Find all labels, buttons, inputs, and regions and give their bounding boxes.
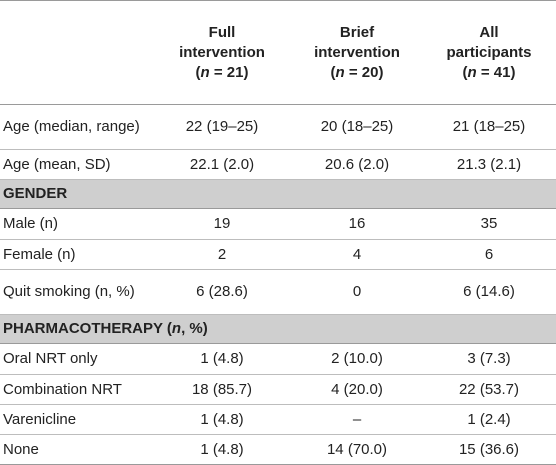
- cell-full: 1 (4.8): [152, 434, 292, 465]
- header-n: (n = 41): [426, 63, 552, 83]
- header-line2: intervention: [179, 43, 265, 61]
- cell-brief: 20.6 (2.0): [292, 149, 422, 180]
- cell-full: 22 (19–25): [152, 104, 292, 150]
- table-row-none: None 1 (4.8) 14 (70.0) 15 (36.6): [0, 434, 556, 465]
- header-all-participants: All participants (n = 41): [422, 0, 556, 105]
- row-label: None: [0, 434, 152, 465]
- header-n-prefix: (: [195, 63, 201, 81]
- row-label: Oral NRT only: [0, 343, 152, 375]
- section-row-pharmacotherapy: PHARMACOTHERAPY (n, %): [0, 314, 556, 344]
- cell-all: 1 (2.4): [422, 404, 556, 435]
- row-label: Female (n): [0, 239, 152, 270]
- table-row-varenicline: Varenicline 1 (4.8) – 1 (2.4): [0, 404, 556, 435]
- cell-full: 18 (85.7): [152, 374, 292, 405]
- table-row-oral-nrt: Oral NRT only 1 (4.8) 2 (10.0) 3 (7.3): [0, 343, 556, 375]
- header-n-var: n: [467, 63, 477, 81]
- header-n-suffix: = 21): [209, 63, 249, 81]
- table-row-age-mean: Age (mean, SD) 22.1 (2.0) 20.6 (2.0) 21.…: [0, 149, 556, 180]
- header-row: Full intervention (n = 21) Brief interve…: [0, 0, 556, 105]
- cell-all: 35: [422, 208, 556, 240]
- header-n: (n = 20): [296, 63, 418, 83]
- cell-full: 1 (4.8): [152, 404, 292, 435]
- table-row-combination-nrt: Combination NRT 18 (85.7) 4 (20.0) 22 (5…: [0, 374, 556, 405]
- row-label: Varenicline: [0, 404, 152, 435]
- section-title-prefix: PHARMACOTHERAPY (: [3, 320, 172, 337]
- cell-brief: 4 (20.0): [292, 374, 422, 405]
- row-label: Male (n): [0, 208, 152, 240]
- cell-full: 22.1 (2.0): [152, 149, 292, 180]
- section-row-gender: GENDER: [0, 179, 556, 209]
- cell-all: 6 (14.6): [422, 269, 556, 315]
- cell-brief: 14 (70.0): [292, 434, 422, 465]
- cell-all: 6: [422, 239, 556, 270]
- cell-brief: 16: [292, 208, 422, 240]
- header-brief-intervention: Brief intervention (n = 20): [292, 0, 422, 105]
- header-blank-cell: [0, 0, 152, 105]
- header-line1: Full: [208, 23, 236, 41]
- row-label: Combination NRT: [0, 374, 152, 405]
- header-full-intervention: Full intervention (n = 21): [152, 0, 292, 105]
- section-title-pharmacotherapy: PHARMACOTHERAPY (n, %): [0, 314, 556, 344]
- row-label: Age (median, range): [0, 104, 152, 150]
- cell-all: 21 (18–25): [422, 104, 556, 150]
- header-n-var: n: [200, 63, 210, 81]
- cell-full: 2: [152, 239, 292, 270]
- header-n-prefix: (: [330, 63, 336, 81]
- table-row-quit-smoking: Quit smoking (n, %) 6 (28.6) 0 6 (14.6): [0, 269, 556, 315]
- cell-full: 19: [152, 208, 292, 240]
- header-n-suffix: = 41): [476, 63, 516, 81]
- cell-all: 21.3 (2.1): [422, 149, 556, 180]
- section-title-gender: GENDER: [0, 179, 556, 209]
- cell-full: 1 (4.8): [152, 343, 292, 375]
- cell-brief: 4: [292, 239, 422, 270]
- table-row-age-median: Age (median, range) 22 (19–25) 20 (18–25…: [0, 104, 556, 150]
- row-label: Quit smoking (n, %): [0, 269, 152, 315]
- row-label: Age (mean, SD): [0, 149, 152, 180]
- header-line1: All: [479, 23, 499, 41]
- table-row-female: Female (n) 2 4 6: [0, 239, 556, 270]
- header-line2: participants: [446, 43, 532, 61]
- cell-brief: 0: [292, 269, 422, 315]
- header-line2: intervention: [314, 43, 400, 61]
- cell-brief: 2 (10.0): [292, 343, 422, 375]
- cell-brief: 20 (18–25): [292, 104, 422, 150]
- cell-all: 22 (53.7): [422, 374, 556, 405]
- cell-full: 6 (28.6): [152, 269, 292, 315]
- header-n-suffix: = 20): [344, 63, 384, 81]
- header-n: (n = 21): [156, 63, 288, 83]
- cell-brief: –: [292, 404, 422, 435]
- header-line1: Brief: [339, 23, 375, 41]
- section-title-var: n: [171, 320, 182, 337]
- header-n-var: n: [335, 63, 345, 81]
- header-n-prefix: (: [462, 63, 468, 81]
- section-title-suffix: , %): [181, 320, 208, 337]
- table-row-male: Male (n) 19 16 35: [0, 208, 556, 240]
- cell-all: 3 (7.3): [422, 343, 556, 375]
- cell-all: 15 (36.6): [422, 434, 556, 465]
